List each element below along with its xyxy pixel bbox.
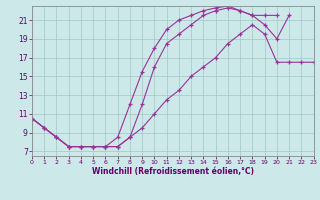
X-axis label: Windchill (Refroidissement éolien,°C): Windchill (Refroidissement éolien,°C)	[92, 167, 254, 176]
